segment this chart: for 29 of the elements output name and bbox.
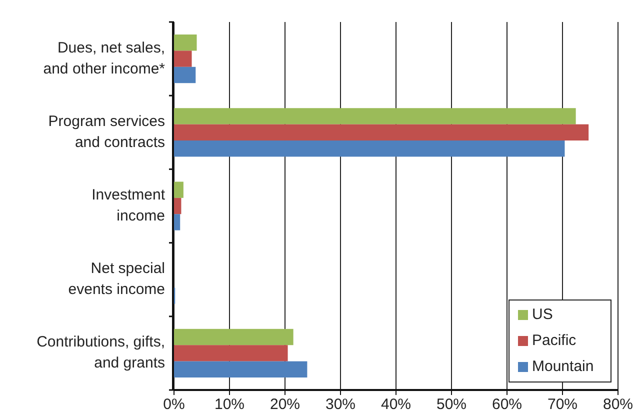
bar: [174, 66, 196, 84]
x-tick-label: 50%: [436, 396, 467, 413]
legend-label: US: [532, 306, 553, 323]
bar: [174, 328, 294, 346]
x-tick-label: 80%: [602, 396, 634, 413]
y-tick-label: Net special events income: [68, 260, 165, 298]
y-tick-label: Program services and contracts: [48, 112, 165, 151]
bar: [174, 182, 184, 198]
x-tick-label: 30%: [325, 396, 356, 413]
legend-label: Mountain: [532, 358, 594, 375]
y-tick-label: Dues, net sales, and other income*: [43, 39, 166, 78]
y-tick-label: Contributions, gifts, and grants: [36, 334, 165, 372]
bar: [174, 50, 192, 67]
bar: [174, 140, 565, 157]
y-tick-label: Investment income: [92, 186, 166, 224]
legend-label: Pacific: [532, 332, 577, 349]
x-tick-label: 10%: [214, 396, 245, 413]
x-tick-label: 70%: [547, 396, 578, 413]
x-tick-label: 0%: [163, 396, 185, 413]
bar: [174, 124, 589, 140]
x-tick-label: 20%: [270, 396, 300, 413]
x-tick-label: 60%: [492, 396, 522, 413]
bar: [174, 345, 288, 362]
bar: [174, 34, 197, 51]
bar: [174, 108, 576, 124]
bar: [174, 361, 308, 378]
bar: [174, 214, 180, 230]
bar: [174, 198, 182, 214]
x-tick-label: 40%: [380, 396, 412, 413]
